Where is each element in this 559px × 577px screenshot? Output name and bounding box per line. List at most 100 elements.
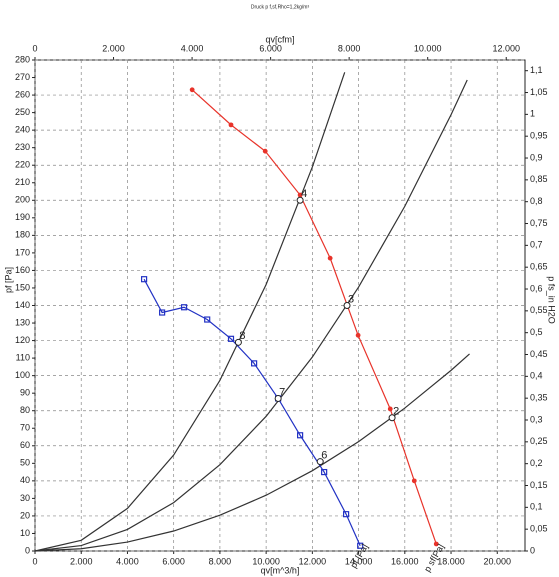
- x-tick-label: 8.000: [209, 556, 232, 566]
- x2-tick-label: 4.000: [181, 43, 204, 53]
- point: [297, 432, 304, 439]
- y2-tick-label: 0,05: [530, 524, 548, 534]
- point: [355, 332, 361, 338]
- y2-tick-label: 0,3: [530, 414, 543, 424]
- point: [411, 478, 417, 484]
- point: [159, 309, 166, 316]
- point: [433, 541, 439, 547]
- y-tick-label: 250: [15, 107, 30, 117]
- y-tick-label: 10: [20, 528, 30, 538]
- y2-tick-label: 0,9: [530, 152, 543, 162]
- y2-tick-label: 0,45: [530, 349, 548, 359]
- x-tick-label: 6.000: [162, 556, 185, 566]
- y-tick-label: 210: [15, 177, 30, 187]
- annotation: 7: [279, 386, 285, 398]
- point: [189, 87, 195, 93]
- point: [321, 468, 328, 476]
- annotation-marker: [316, 458, 324, 466]
- y2-tick-label: 0,35: [530, 393, 548, 403]
- y2-axis-label: p fs_in H2O: [547, 276, 557, 324]
- y2-tick-label: 0,65: [530, 262, 548, 272]
- y-tick-label: 150: [15, 282, 30, 292]
- y2-tick-label: 0,2: [530, 458, 543, 468]
- y-tick-label: 100: [15, 370, 30, 380]
- annotation-marker: [388, 414, 396, 422]
- y-axis-label: pf [Pa]: [3, 267, 13, 293]
- y-tick-label: 20: [20, 510, 30, 520]
- x2-axis-label: qv[cfm]: [265, 34, 294, 44]
- x2-tick-label: 12.000: [492, 43, 520, 53]
- y-tick-label: 230: [15, 142, 30, 152]
- annotation-marker: [274, 394, 282, 402]
- series-line: [34, 353, 470, 552]
- y-tick-label: 60: [20, 440, 30, 450]
- x-tick-label: 4.000: [116, 556, 139, 566]
- chart-title: Druck p f,sf,Rho=1,2kg/m³: [251, 4, 310, 10]
- x-tick-label: 10.000: [252, 556, 280, 566]
- y2-tick-label: 1,1: [530, 65, 543, 75]
- y-tick-label: 40: [20, 475, 30, 485]
- x-tick-label: 12.000: [299, 556, 327, 566]
- point: [251, 360, 258, 367]
- y2-tick-label: 0,25: [530, 436, 548, 446]
- annotation: 4: [301, 188, 307, 200]
- y-tick-label: 130: [15, 317, 30, 327]
- x2-tick-label: 10.000: [414, 43, 442, 53]
- y2-tick-label: 0,5: [530, 327, 543, 337]
- y-tick-label: 240: [15, 125, 30, 135]
- y-tick-label: 80: [20, 405, 30, 415]
- x-tick-label: 20.000: [483, 556, 511, 566]
- x2-tick-label: 6.000: [259, 43, 282, 53]
- annotation-marker: [234, 338, 242, 346]
- x-tick-label: 2.000: [70, 556, 93, 566]
- y2-tick-label: 1,05: [530, 87, 548, 97]
- y2-tick-label: 0,55: [530, 305, 548, 315]
- point: [297, 192, 303, 198]
- x-tick-label: 14.000: [345, 556, 373, 566]
- y2-tick-label: 0,85: [530, 174, 548, 184]
- x-tick-label: 16.000: [391, 556, 419, 566]
- y-tick-label: 50: [20, 458, 30, 468]
- y-tick-label: 140: [15, 300, 30, 310]
- y2-tick-label: 0: [530, 545, 535, 555]
- x-axis-label: qv[m^3/h]: [261, 565, 300, 575]
- y-tick-label: 190: [15, 212, 30, 222]
- series-line: [143, 278, 361, 546]
- y2-tick-label: 0,95: [530, 131, 548, 141]
- y-tick-label: 0: [25, 545, 30, 555]
- y2-tick-label: 1: [530, 109, 535, 119]
- annotation: 8: [239, 330, 245, 342]
- point: [228, 122, 234, 128]
- point: [327, 255, 333, 261]
- y-tick-label: 70: [20, 423, 30, 433]
- point: [357, 542, 364, 549]
- annotation: 2: [393, 406, 399, 418]
- y-tick-label: 90: [20, 388, 30, 398]
- y-tick-label: 170: [15, 247, 30, 257]
- x2-tick-label: 8.000: [338, 43, 361, 53]
- y2-tick-label: 0,6: [530, 283, 543, 293]
- y2-tick-label: 0,4: [530, 371, 543, 381]
- point: [180, 304, 188, 311]
- annotation: 3: [348, 293, 354, 305]
- point: [140, 276, 148, 283]
- x2-tick-label: 2.000: [102, 43, 125, 53]
- series-line: [34, 79, 468, 552]
- annotation-marker: [296, 196, 304, 204]
- series-line: [191, 89, 437, 545]
- y-tick-label: 270: [15, 72, 30, 82]
- y-tick-label: 180: [15, 230, 30, 240]
- y2-tick-label: 0,8: [530, 196, 543, 206]
- y-tick-label: 220: [15, 160, 30, 170]
- y-tick-label: 110: [16, 352, 30, 362]
- annotation: 6: [321, 449, 327, 461]
- point: [387, 406, 393, 412]
- annotation-marker: [343, 302, 351, 309]
- y-tick-label: 280: [15, 54, 30, 64]
- point: [227, 335, 235, 342]
- y2-tick-label: 0,7: [530, 240, 543, 250]
- x-tick-label: 0: [32, 556, 37, 566]
- y-tick-label: 120: [15, 335, 30, 345]
- y2-tick-label: 0,1: [530, 502, 543, 512]
